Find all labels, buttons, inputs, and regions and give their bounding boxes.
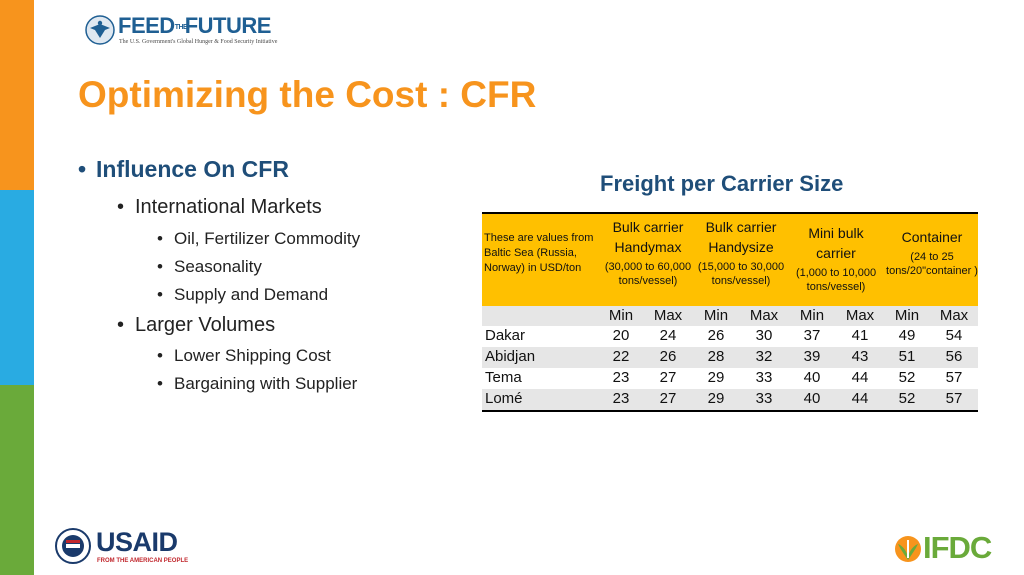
feed-the-future-logo: FEEDTHEFUTURE The U.S. Government's Glob… [84,12,284,52]
table-row: Tema 23 27 29 33 40 44 52 57 [485,369,963,386]
bullet-item: • Larger Volumes [117,314,276,336]
usaid-tagline: FROM THE AMERICAN PEOPLE [97,558,189,564]
eagle-seal-icon [85,15,115,45]
slide-title: Optimizing the Cost : CFR [78,74,537,115]
bullet-item: • Oil, Fertilizer Commodity [157,229,361,248]
column-header: Bulk carrier Handysize (15,000 to 30,000… [697,219,785,287]
table-row: Abidjan 22 26 28 32 39 43 51 56 [482,347,978,368]
table-row: Lomé 23 27 29 33 40 44 52 57 [482,389,978,412]
ifdc-logo: IFDC [893,530,1013,570]
column-header: Container (24 to 25 tons/20"container ) [886,229,978,277]
leaf-icon [895,536,921,562]
bullet-item: • Seasonality [157,257,262,276]
usaid-wordmark: USAID [96,527,178,557]
usaid-seal-icon [55,528,91,564]
usaid-logo: USAID FROM THE AMERICAN PEOPLE [54,527,194,571]
ifdc-wordmark: IFDC [923,530,992,565]
table-row: Dakar 20 24 26 30 37 41 49 54 [485,327,963,344]
bullet-item: • Supply and Demand [157,285,329,304]
table-title: Freight per Carrier Size [600,171,844,196]
column-header: Mini bulk carrier (1,000 to 10,000 tons/… [795,225,877,293]
ftf-tagline: The U.S. Government's Global Hunger & Fo… [119,39,278,45]
freight-table: These are values from Baltic Sea (Russia… [482,212,978,412]
side-strip-orange [0,0,34,190]
bullet-item: • Influence On CFR [78,156,289,182]
bullet-item: • Lower Shipping Cost [157,346,331,365]
column-header: Bulk carrier Handymax (30,000 to 60,000 … [604,219,692,287]
table-note: These are values from Baltic Sea (Russia… [484,232,594,274]
bullet-item: • Bargaining with Supplier [157,374,358,393]
ftf-wordmark: FEEDTHEFUTURE [118,13,271,38]
side-strip-blue [0,190,34,385]
table-header: These are values from Baltic Sea (Russia… [482,212,978,306]
min-max-row: Min Max Min Max Min Max Min Max [482,306,978,326]
side-strip-green [0,385,34,575]
bullet-item: • International Markets [117,196,322,218]
